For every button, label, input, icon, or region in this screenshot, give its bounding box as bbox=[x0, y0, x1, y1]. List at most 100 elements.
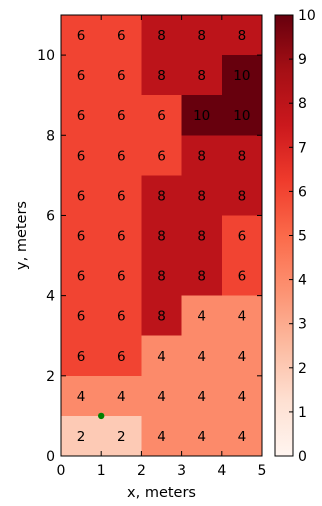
heatmap-cell bbox=[61, 15, 102, 56]
colorbar-tick-label: 9 bbox=[298, 52, 307, 68]
colorbar-tick-label: 6 bbox=[298, 184, 307, 200]
heatmap-cell bbox=[141, 415, 182, 456]
heatmap-cell bbox=[61, 415, 102, 456]
heatmap-cell bbox=[61, 295, 102, 336]
heatmap-cell bbox=[181, 415, 222, 456]
heatmap-cell bbox=[181, 295, 222, 336]
y-axis-label: y, meters bbox=[14, 201, 30, 270]
heatmap-cell bbox=[221, 415, 262, 456]
heatmap-cell bbox=[181, 255, 222, 296]
cell-value-label: 8 bbox=[197, 188, 206, 204]
cell-value-label: 2 bbox=[77, 429, 86, 445]
cell-value-label: 8 bbox=[238, 28, 247, 44]
colorbar-tick-label: 0 bbox=[298, 449, 307, 465]
cell-value-label: 4 bbox=[238, 309, 247, 325]
cell-value-label: 6 bbox=[77, 148, 86, 164]
heatmap-cell bbox=[141, 295, 182, 336]
heatmap-cell bbox=[101, 95, 142, 136]
heatmap-cell bbox=[61, 215, 102, 256]
heatmap-cell bbox=[101, 375, 142, 416]
cell-value-label: 4 bbox=[197, 429, 206, 445]
position-marker bbox=[98, 412, 105, 420]
cell-value-label: 6 bbox=[77, 269, 86, 285]
cell-value-label: 4 bbox=[117, 389, 126, 405]
cell-value-label: 4 bbox=[157, 349, 166, 365]
colorbar-tick-label: 1 bbox=[298, 405, 307, 421]
x-tick-label: 2 bbox=[137, 463, 146, 479]
colorbar-tick-label: 7 bbox=[298, 140, 307, 156]
cell-value-label: 8 bbox=[197, 269, 206, 285]
cell-value-label: 6 bbox=[157, 108, 166, 124]
cell-value-label: 4 bbox=[197, 309, 206, 325]
colorbar-tick-label: 2 bbox=[298, 361, 307, 377]
heatmap-cell bbox=[61, 95, 102, 136]
cell-value-label: 6 bbox=[77, 309, 86, 325]
cell-value-label: 8 bbox=[157, 309, 166, 325]
heatmap-cell bbox=[221, 55, 262, 96]
cell-value-label: 8 bbox=[197, 229, 206, 245]
cell-value-label: 6 bbox=[117, 148, 126, 164]
plot-frame bbox=[60, 14, 263, 457]
cell-value-label: 8 bbox=[157, 229, 166, 245]
heatmap-cell bbox=[141, 255, 182, 296]
cell-value-label: 4 bbox=[238, 389, 247, 405]
cell-value-label: 6 bbox=[77, 229, 86, 245]
y-tick-label: 6 bbox=[46, 208, 55, 224]
cell-value-label: 4 bbox=[197, 349, 206, 365]
cell-value-label: 8 bbox=[197, 148, 206, 164]
heatmap-cell bbox=[221, 215, 262, 256]
cell-value-label: 6 bbox=[238, 229, 247, 245]
cell-value-label: 8 bbox=[157, 269, 166, 285]
cell-value-label: 4 bbox=[197, 389, 206, 405]
heatmap-cell bbox=[101, 135, 142, 176]
heatmap-cell bbox=[181, 335, 222, 376]
cell-value-label: 6 bbox=[77, 188, 86, 204]
cell-value-label: 10 bbox=[233, 68, 250, 84]
heatmap-cell bbox=[181, 215, 222, 256]
heatmap-cell bbox=[61, 255, 102, 296]
y-tick-label: 8 bbox=[46, 128, 55, 144]
cell-value-label: 4 bbox=[77, 389, 86, 405]
cell-value-label: 6 bbox=[77, 108, 86, 124]
heatmap-cell bbox=[101, 335, 142, 376]
heatmap-cell bbox=[141, 55, 182, 96]
heatmap-cell bbox=[221, 295, 262, 336]
cell-value-label: 8 bbox=[157, 28, 166, 44]
cell-value-label: 4 bbox=[238, 429, 247, 445]
heatmap-cell bbox=[181, 55, 222, 96]
heatmap-cell bbox=[181, 175, 222, 216]
cell-value-label: 8 bbox=[157, 188, 166, 204]
heatmap-cell bbox=[141, 95, 182, 136]
heatmap-cell bbox=[221, 15, 262, 56]
heatmap-cell bbox=[101, 175, 142, 216]
colorbar: 0 1 2 3 4 5 6 7 8 9 10 bbox=[274, 8, 316, 465]
heatmap-cell bbox=[221, 255, 262, 296]
y-tick-label: 4 bbox=[46, 289, 55, 305]
cell-value-label: 4 bbox=[157, 429, 166, 445]
heatmap-cell bbox=[101, 15, 142, 56]
cell-value-label: 6 bbox=[117, 188, 126, 204]
cell-value-label: 6 bbox=[117, 309, 126, 325]
x-tick-label: 1 bbox=[97, 463, 106, 479]
heatmap-cell bbox=[61, 55, 102, 96]
x-axis-label: x, meters bbox=[127, 485, 196, 501]
colorbar-tick-label: 3 bbox=[298, 317, 307, 333]
heatmap-cell bbox=[141, 15, 182, 56]
cell-value-labels: 6 6 8 8 8 6 6 8 8 10 6 6 6 10 10 6 6 6 8 8 6 6 8 8 8 6 6 8 8 6 6 6 8 8 6 6 6… bbox=[77, 28, 251, 445]
x-tick-label: 5 bbox=[258, 463, 267, 479]
y-tick-label: 0 bbox=[46, 449, 55, 465]
y-tick-label: 2 bbox=[46, 369, 55, 385]
heatmap-cell bbox=[181, 375, 222, 416]
cell-value-label: 8 bbox=[157, 68, 166, 84]
cell-value-label: 6 bbox=[117, 108, 126, 124]
heatmap-cell bbox=[181, 15, 222, 56]
heatmap-cell bbox=[141, 135, 182, 176]
colorbar-tick-label: 5 bbox=[298, 229, 307, 245]
heatmap-cell bbox=[101, 295, 142, 336]
heatmap-cell bbox=[61, 335, 102, 376]
cell-value-label: 6 bbox=[117, 229, 126, 245]
cell-value-label: 2 bbox=[117, 429, 126, 445]
heatmap-cell bbox=[101, 215, 142, 256]
heatmap-cell bbox=[61, 375, 102, 416]
